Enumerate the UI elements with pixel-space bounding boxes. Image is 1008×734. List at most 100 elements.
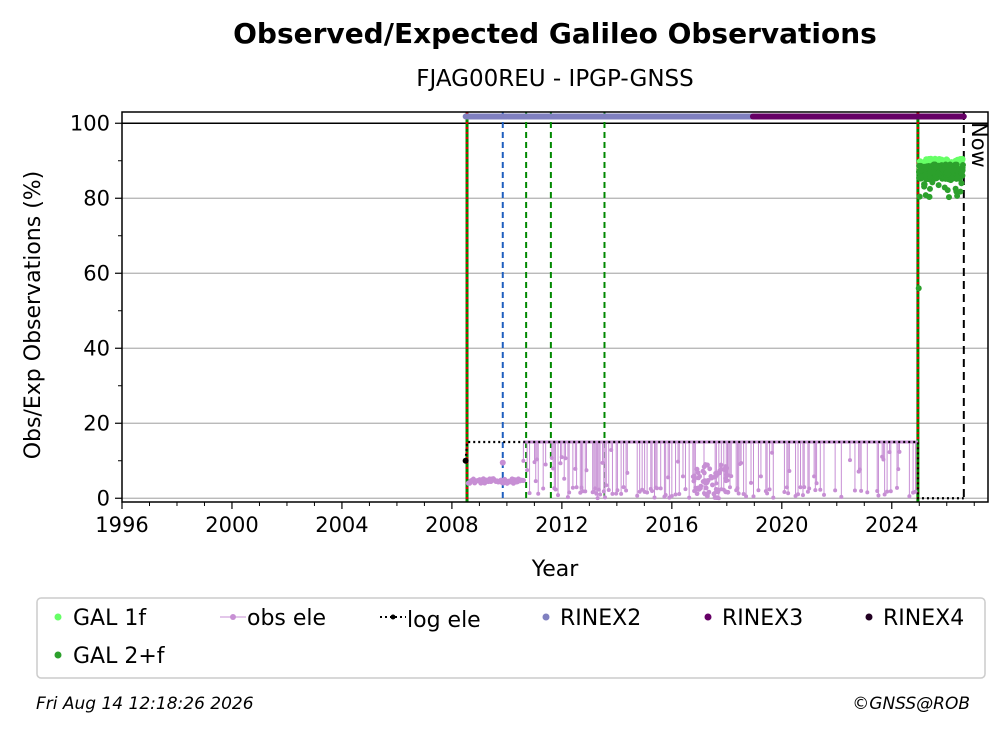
obs-ele-point <box>718 466 724 472</box>
obs-ele-point <box>595 496 600 501</box>
y-tick-label: 20 <box>83 411 110 435</box>
obs-ele-point <box>839 494 844 499</box>
chart-title: Observed/Expected Galileo Observations <box>233 17 877 50</box>
obs-ele-point <box>807 486 812 491</box>
x-tick-label: 2012 <box>535 513 588 537</box>
obs-ele-point <box>896 467 901 472</box>
obs-ele-point <box>712 495 718 500</box>
obs-ele-point <box>723 464 729 469</box>
obs-ele-point <box>718 462 724 468</box>
x-tick-label: 2004 <box>315 513 368 537</box>
obs-ele-point <box>563 456 568 461</box>
obs-ele-point <box>805 489 810 494</box>
obs-ele-point <box>913 489 918 494</box>
obs-ele-point <box>645 490 650 495</box>
obs-ele-point <box>635 493 640 498</box>
obs-ele-point <box>683 487 688 492</box>
obs-ele-point <box>619 491 624 496</box>
obs-ele-point <box>556 493 561 498</box>
obs-ele-point <box>525 468 530 473</box>
obs-ele-point <box>907 494 912 499</box>
obs-ele-point <box>541 486 546 491</box>
obs-ele-point <box>833 488 838 493</box>
obs-ele-point <box>543 462 548 467</box>
obs-ele-point <box>852 488 857 493</box>
obs-ele-point <box>521 458 526 463</box>
y-axis-ticks: 0 20 40 60 80 100 <box>70 111 122 510</box>
gal-2f-point <box>935 182 942 189</box>
gal-2f-point <box>944 187 951 194</box>
x-tick-label: 2020 <box>755 513 808 537</box>
gal-2f-point <box>948 175 955 182</box>
obs-ele-point <box>882 492 887 497</box>
gal-2f-point <box>959 161 966 168</box>
legend-box <box>36 597 986 679</box>
obs-ele-point <box>704 462 710 468</box>
obs-ele-point <box>802 485 807 490</box>
legend-marker-rinex4 <box>865 613 873 621</box>
obs-ele-point <box>606 487 611 492</box>
obs-ele-point <box>704 492 710 498</box>
obs-ele-point <box>765 491 770 496</box>
legend-label-rinex2: RINEX2 <box>560 606 641 631</box>
obs-ele-point <box>553 487 558 492</box>
x-tick-label: 1996 <box>95 513 148 537</box>
obs-ele-point <box>663 493 668 498</box>
x-tick-label: 2016 <box>645 513 698 537</box>
y-tick-label: 60 <box>83 261 110 285</box>
obs-ele-point <box>584 468 589 473</box>
legend-marker-gal-1f <box>54 613 62 621</box>
gal-2f-point <box>926 185 933 192</box>
gal-2f-point <box>954 174 961 181</box>
obs-ele-point <box>708 474 714 479</box>
gal-2f-point <box>945 194 952 201</box>
obs-ele-point <box>710 482 715 488</box>
obs-ele-point <box>559 455 564 460</box>
gal-2f-point <box>943 169 950 176</box>
obs-ele-point <box>574 485 579 490</box>
obs-ele-point <box>736 491 741 496</box>
gal-2f-point <box>934 170 941 177</box>
footer-credit: ©GNSS@ROB <box>852 694 970 714</box>
obs-ele-point <box>567 490 572 495</box>
gal-2f-point <box>954 192 961 199</box>
obs-ele-point <box>654 486 659 491</box>
legend-marker-rinex3 <box>704 613 712 621</box>
plot-frame <box>121 111 989 503</box>
obs-ele-point <box>598 492 603 497</box>
obs-ele-point <box>694 491 700 497</box>
legend-marker-gal-2f <box>54 651 62 659</box>
obs-ele-point <box>751 494 756 499</box>
plot-data <box>462 113 967 501</box>
obs-ele-point <box>583 489 588 494</box>
y-axis-label: Obs/Exp Observations (%) <box>21 171 46 460</box>
obs-ele-point <box>814 481 819 486</box>
obs-ele-point <box>897 449 902 454</box>
y-tick-label: 100 <box>70 111 110 135</box>
grid <box>122 122 988 499</box>
obs-ele-point <box>786 491 791 496</box>
x-tick-label: 2008 <box>425 513 478 537</box>
obs-ele-point <box>603 495 608 500</box>
y-tick-label: 40 <box>83 336 110 360</box>
chart-subtitle: FJAG00REU - IPGP-GNSS <box>416 66 694 92</box>
obs-ele-point <box>680 474 685 479</box>
x-axis-ticks: 1996 2000 2004 2008 2012 2016 2020 2024 <box>95 502 975 537</box>
log-ele-point <box>462 457 469 464</box>
obs-ele-point <box>614 491 619 496</box>
obs-ele-point <box>714 488 720 494</box>
obs-ele-point <box>885 489 890 494</box>
obs-ele-point <box>847 458 852 463</box>
y-tick-label: 80 <box>83 186 110 210</box>
gal-2f-point <box>921 183 928 190</box>
obs-ele-point <box>677 491 682 496</box>
obs-ele-point <box>723 478 729 484</box>
gal-2f-point <box>923 163 930 170</box>
obs-ele-point <box>652 495 657 500</box>
obs-ele-point <box>703 485 709 491</box>
obs-ele-point <box>712 474 717 480</box>
x-tick-label: 2024 <box>865 513 918 537</box>
obs-ele-point <box>796 492 801 497</box>
gal-2f-point <box>952 185 959 192</box>
gal-2f-point <box>933 163 940 170</box>
